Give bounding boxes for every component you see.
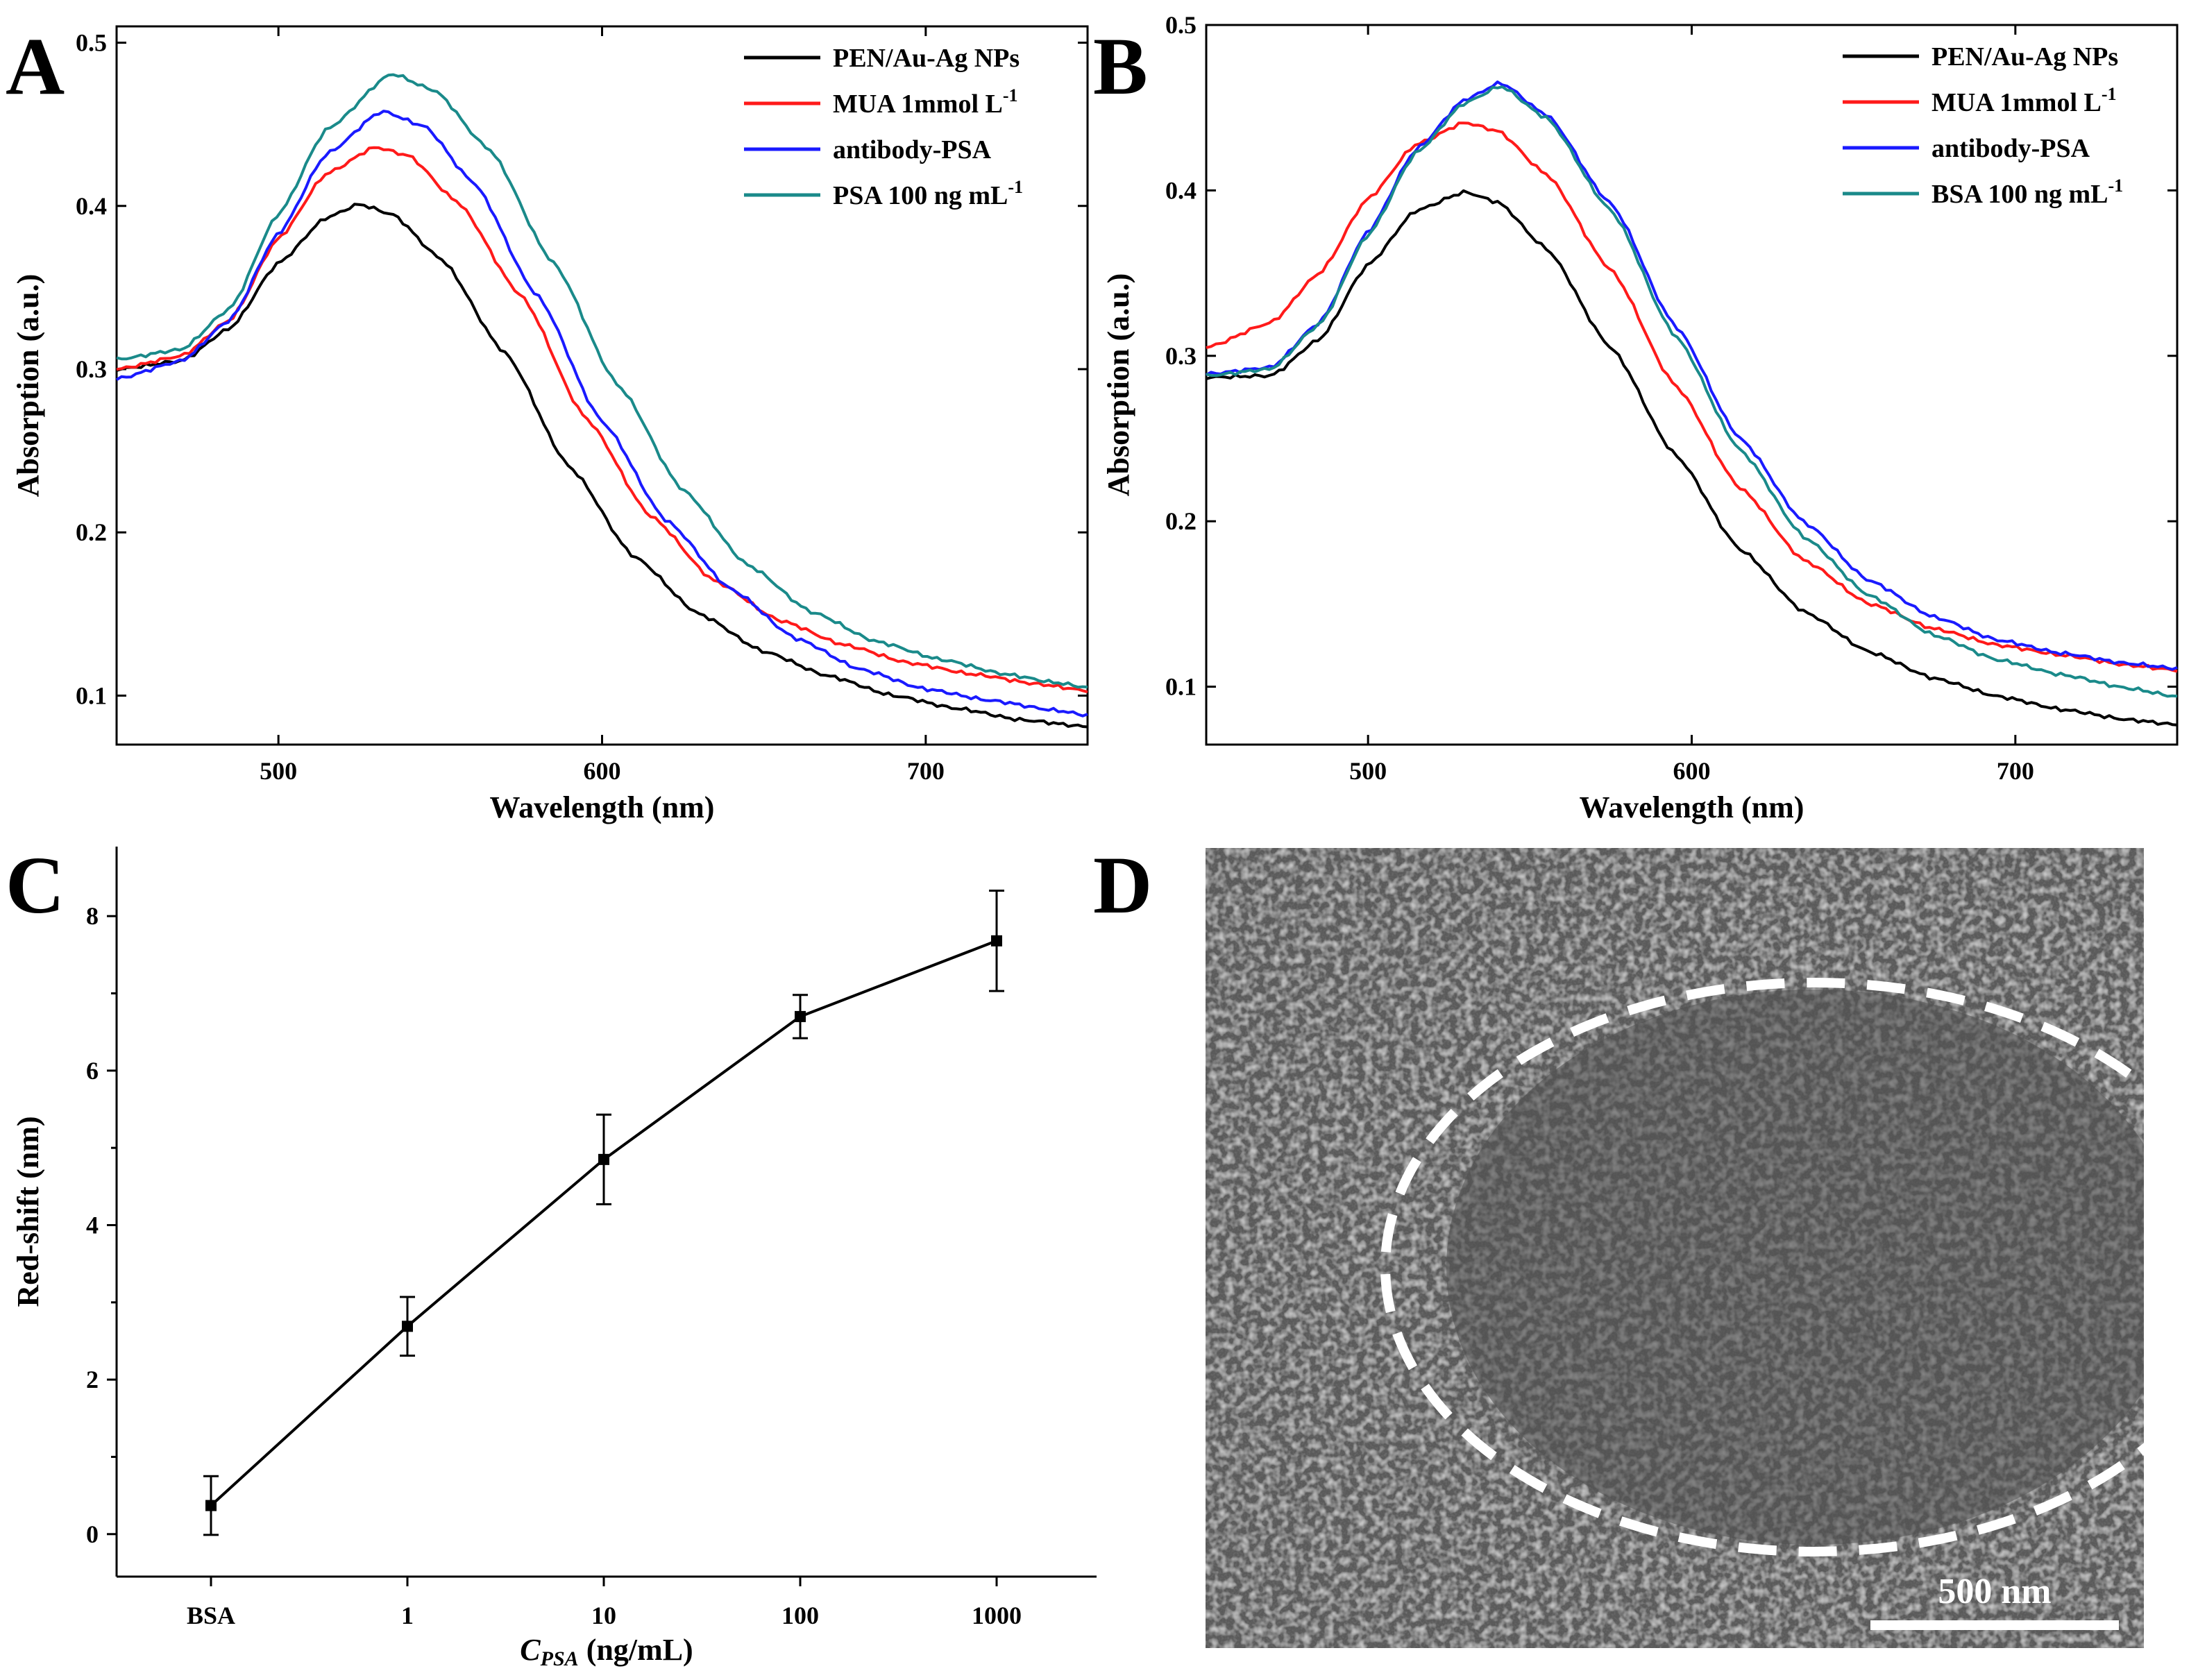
scale-bar-label: 500 nm xyxy=(1938,1572,2051,1611)
x-tick-label: 1 xyxy=(401,1602,414,1629)
panel-d-sem-image: D 500 nm xyxy=(1093,840,2198,1648)
y-axis-title: Red-shift (nm) xyxy=(11,1117,45,1307)
legend-entry: PSA 100 ng mL-1 xyxy=(833,177,1023,210)
x-tick-label: 100 xyxy=(781,1602,819,1629)
data-point xyxy=(402,1321,413,1332)
x-tick-label: 700 xyxy=(907,757,945,785)
y-tick-label: 6 xyxy=(86,1057,99,1085)
data-point xyxy=(991,935,1002,947)
legend-entry: BSA 100 ng mL-1 xyxy=(1931,176,2123,209)
series-line xyxy=(210,939,997,1507)
y-tick-label: 4 xyxy=(86,1211,99,1239)
x-axis-title: Wavelength (nm) xyxy=(1580,790,1804,824)
y-tick-label: 0.5 xyxy=(1165,11,1197,39)
panel-d-label: D xyxy=(1093,840,1152,931)
y-tick-label: 0.2 xyxy=(1165,507,1197,535)
y-tick-label: 0 xyxy=(86,1520,99,1548)
y-tick-label: 0.5 xyxy=(76,29,107,57)
y-tick-label: 0.4 xyxy=(1165,176,1197,204)
x-tick-label: 500 xyxy=(260,757,297,785)
y-tick-label: 8 xyxy=(86,902,99,930)
series-line-3 xyxy=(1206,85,2178,698)
series-line-2 xyxy=(1206,80,2178,671)
x-tick-label: 700 xyxy=(1997,757,2034,785)
plot-frame xyxy=(115,25,1089,746)
x-tick-label: 600 xyxy=(584,757,621,785)
series-line-0 xyxy=(116,203,1088,729)
y-tick-label: 0.3 xyxy=(76,355,107,383)
highlight-dashed-ellipse xyxy=(1380,978,2198,1556)
plot-frame xyxy=(1205,24,2179,746)
data-point xyxy=(598,1153,609,1165)
panel-c-redshift-chart: C 0 2 4 6 8 BSA 1 10 100 1000 CPSA (ng/mL) Red-shif… xyxy=(6,840,1097,1670)
x-tick-label: 500 xyxy=(1349,757,1387,785)
panel-b-label: B xyxy=(1093,21,1148,112)
x-axis-title: Wavelength (nm) xyxy=(490,790,715,824)
series-line-1 xyxy=(116,146,1088,694)
x-tick-label: 600 xyxy=(1673,757,1711,785)
x-tick-label: 1000 xyxy=(972,1602,1022,1629)
x-tick-label: BSA xyxy=(187,1602,235,1629)
y-axis-title: Absorption (a.u.) xyxy=(11,274,45,498)
x-axis-title: CPSA (ng/mL) xyxy=(520,1633,693,1670)
y-tick-label: 0.1 xyxy=(1165,673,1197,701)
panel-a-spectra-chart: A 500 600 700 0.1 0.2 0.3 0.4 0.5 Wavelength (nm… xyxy=(6,21,1089,824)
y-tick-label: 0.1 xyxy=(76,681,107,709)
y-axis-title: Absorption (a.u.) xyxy=(1101,273,1135,497)
panel-b-spectra-chart: B 500 600 700 0.1 0.2 0.3 0.4 0.5 Wavelength (nm… xyxy=(1093,11,2179,824)
y-tick-label: 2 xyxy=(86,1366,99,1393)
legend-entry: PEN/Au-Ag NPs xyxy=(1931,42,2118,71)
legend-entry: PEN/Au-Ag NPs xyxy=(833,44,1020,73)
legend-entry: antibody-PSA xyxy=(1931,134,2090,163)
y-tick-label: 0.2 xyxy=(76,518,107,546)
x-tick-label: 10 xyxy=(591,1602,616,1629)
series-line-3 xyxy=(116,73,1088,689)
panel-a-label: A xyxy=(6,21,65,112)
legend-entry: antibody-PSA xyxy=(833,135,992,164)
panel-c-label: C xyxy=(6,840,65,931)
series-line-2 xyxy=(115,110,1088,718)
data-point xyxy=(795,1010,806,1022)
y-tick-label: 0.4 xyxy=(76,192,107,220)
y-tick-label: 0.3 xyxy=(1165,342,1197,370)
legend-entry: MUA 1mmol L-1 xyxy=(1931,84,2117,117)
legend-entry: MUA 1mmol L-1 xyxy=(833,85,1018,119)
data-point xyxy=(205,1500,217,1511)
sem-micrograph xyxy=(1206,848,2144,1648)
series-line-0 xyxy=(1206,189,2178,727)
series-line-1 xyxy=(1206,121,2178,673)
